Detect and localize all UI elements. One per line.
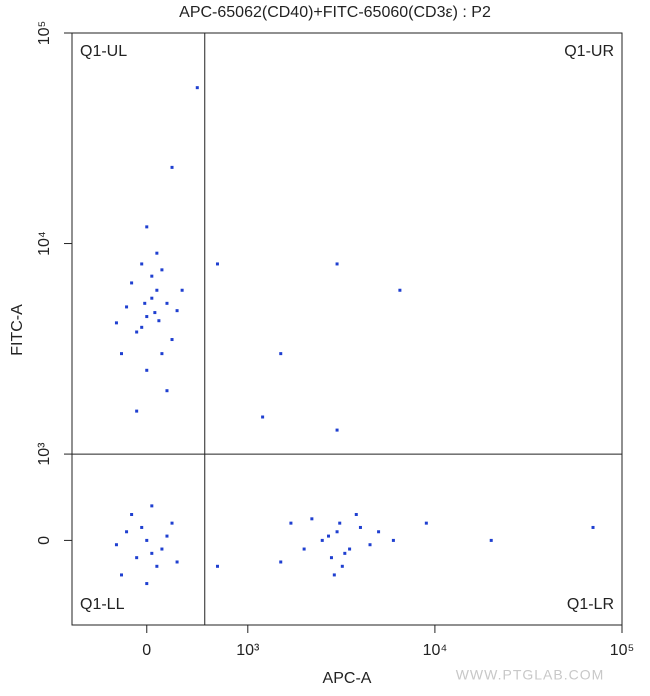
- y-tick-label: 10³: [36, 442, 53, 466]
- event-dot: [114, 543, 118, 547]
- event-dot: [150, 551, 154, 555]
- event-dot: [114, 321, 118, 325]
- y-tick-label: 0: [36, 536, 53, 545]
- event-dot: [332, 573, 336, 577]
- event-dot: [338, 521, 342, 525]
- event-dot: [120, 352, 124, 356]
- event-dot: [155, 288, 159, 292]
- event-dot: [215, 262, 219, 266]
- event-dot: [335, 428, 339, 432]
- event-dot: [145, 225, 149, 229]
- event-dot: [135, 409, 139, 413]
- event-dot: [358, 525, 362, 529]
- chart-title: APC-65062(CD40)+FITC-65060(CD3ε) : P2: [179, 4, 491, 21]
- x-tick-label: 10⁵: [610, 642, 634, 659]
- event-dot: [170, 338, 174, 342]
- event-dot: [279, 352, 283, 356]
- event-dot: [130, 281, 134, 285]
- event-dot: [143, 301, 147, 305]
- event-dot: [135, 556, 139, 560]
- event-dot: [165, 534, 169, 538]
- event-dot: [368, 543, 372, 547]
- event-dot: [150, 296, 154, 300]
- event-dot: [289, 521, 293, 525]
- event-dot: [155, 251, 159, 255]
- event-dot: [140, 525, 144, 529]
- event-dot: [170, 521, 174, 525]
- event-dot: [150, 274, 154, 278]
- event-dot: [279, 560, 283, 564]
- event-dot: [157, 319, 161, 323]
- event-dot: [140, 262, 144, 266]
- x-tick-label: 10⁴: [423, 642, 448, 659]
- event-dot: [145, 582, 149, 586]
- event-dot: [125, 305, 129, 309]
- event-dot: [391, 538, 395, 542]
- y-tick-label: 10⁴: [36, 231, 53, 256]
- event-dot: [215, 564, 219, 568]
- event-dot: [335, 530, 339, 534]
- event-dot: [145, 315, 149, 319]
- quadrant-label: Q1-UR: [564, 43, 614, 60]
- event-dot: [302, 547, 306, 551]
- event-dot: [135, 330, 139, 334]
- y-axis-label: FITC-A: [9, 304, 26, 356]
- event-dot: [354, 513, 358, 517]
- event-dot: [489, 538, 493, 542]
- event-dot: [140, 325, 144, 329]
- event-dot: [125, 530, 129, 534]
- event-dot: [261, 415, 265, 419]
- event-dot: [165, 389, 169, 393]
- quadrant-label: Q1-LR: [567, 596, 614, 613]
- watermark: WWW.PTGLAB.COM: [456, 667, 605, 683]
- event-dot: [424, 521, 428, 525]
- event-dot: [335, 262, 339, 266]
- event-dot: [329, 556, 333, 560]
- event-dot: [150, 504, 154, 508]
- event-dot: [398, 288, 402, 292]
- event-dot: [145, 538, 149, 542]
- event-dot: [170, 165, 174, 169]
- event-dot: [343, 551, 347, 555]
- event-dot: [180, 288, 184, 292]
- x-axis-label: APC-A: [323, 670, 372, 687]
- event-dot: [120, 573, 124, 577]
- x-tick-label: 10³: [236, 642, 260, 659]
- event-dot: [160, 268, 164, 272]
- event-dot: [327, 534, 331, 538]
- event-dot: [160, 352, 164, 356]
- event-dot: [155, 564, 159, 568]
- event-dot: [145, 368, 149, 372]
- event-dot: [348, 547, 352, 551]
- event-dot: [165, 301, 169, 305]
- event-dot: [591, 525, 595, 529]
- event-dot: [195, 86, 199, 90]
- quadrant-label: Q1-UL: [80, 43, 127, 60]
- event-dot: [320, 538, 324, 542]
- event-dot: [175, 560, 179, 564]
- event-dot: [160, 547, 164, 551]
- event-dot: [175, 309, 179, 313]
- event-dot: [310, 517, 314, 521]
- x-tick-label: 0: [142, 642, 151, 659]
- event-dot: [340, 564, 344, 568]
- plot-frame: [71, 32, 623, 626]
- event-dot: [130, 513, 134, 517]
- event-dot: [377, 530, 381, 534]
- event-dot: [153, 311, 157, 315]
- y-tick-label: 10⁵: [36, 21, 53, 45]
- quadrant-label: Q1-LL: [80, 596, 125, 613]
